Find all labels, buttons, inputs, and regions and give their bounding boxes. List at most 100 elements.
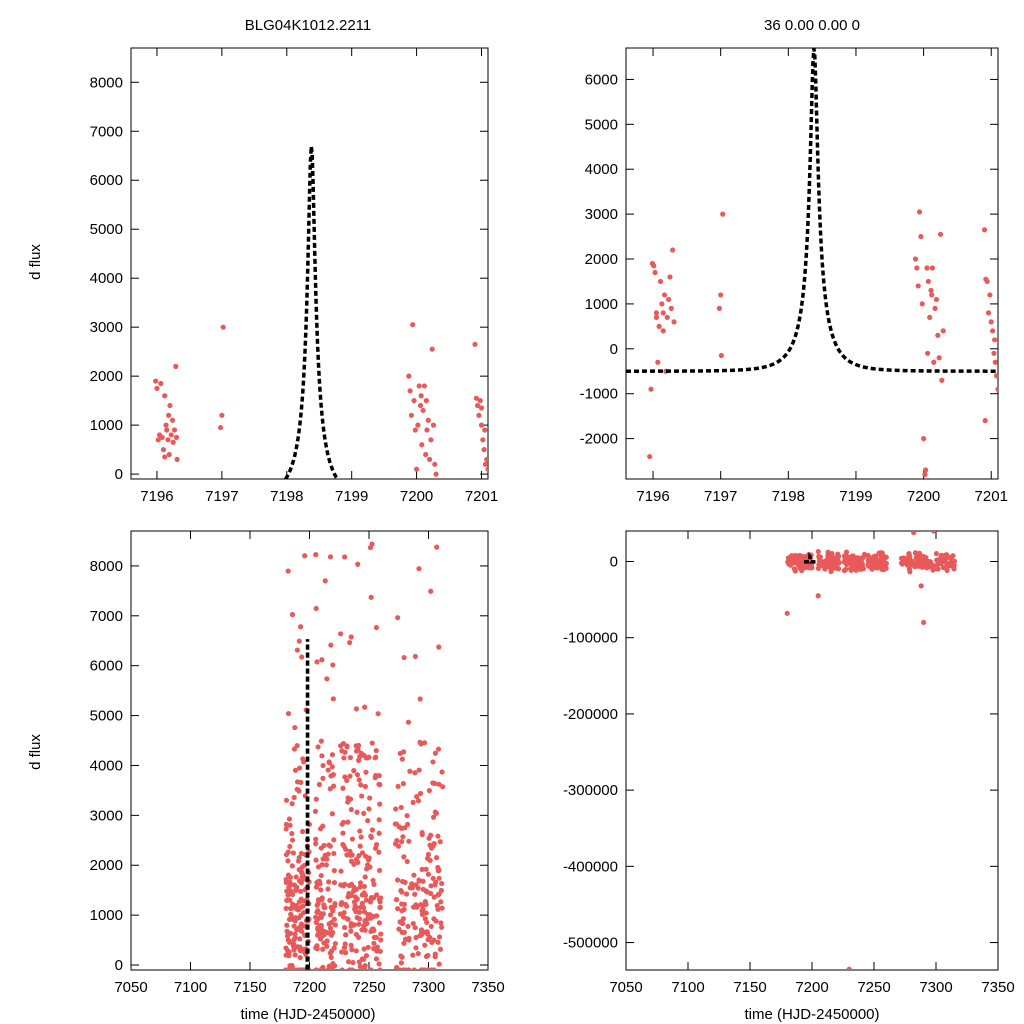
data-point (359, 793, 365, 799)
x-tick-label: 7197 (704, 488, 737, 505)
data-point (879, 566, 885, 573)
data-point (326, 879, 332, 885)
data-point (320, 856, 326, 862)
data-point (155, 437, 161, 443)
data-point (367, 544, 374, 551)
data-point (361, 883, 368, 890)
data-point (347, 848, 353, 854)
data-point (376, 849, 382, 855)
data-point (158, 380, 164, 387)
data-point (401, 854, 407, 860)
data-point (368, 594, 374, 600)
data-point (296, 765, 303, 771)
data-point (985, 310, 992, 316)
data-point (341, 944, 348, 951)
data-point (330, 908, 336, 914)
y-tick-label: 1000 (90, 907, 123, 924)
data-point (423, 451, 429, 458)
data-point (159, 434, 165, 440)
data-point (376, 773, 382, 779)
data-point (295, 967, 301, 970)
data-point (835, 553, 842, 559)
data-point (324, 856, 330, 862)
data-point (300, 910, 307, 916)
data-point (843, 549, 850, 555)
data-point (666, 296, 672, 303)
data-point (373, 747, 379, 754)
data-point (411, 398, 417, 404)
data-point (475, 402, 481, 409)
data-point (421, 740, 428, 746)
data-point (289, 891, 296, 897)
ylabel-top-left: d flux (27, 244, 44, 280)
data-point (648, 386, 654, 392)
data-point (416, 767, 422, 773)
data-point (331, 850, 337, 857)
data-point (372, 755, 378, 761)
data-point (899, 561, 905, 567)
data-point (398, 960, 405, 966)
data-point (318, 887, 324, 893)
data-point (931, 359, 937, 365)
data-point (355, 757, 362, 763)
data-point (325, 886, 331, 892)
data-point (347, 852, 353, 858)
data-point (671, 319, 677, 325)
data-point (720, 211, 726, 217)
data-point (981, 227, 988, 233)
data-point (354, 809, 360, 815)
data-point (330, 929, 336, 936)
data-point (283, 905, 289, 912)
xlabel-bottom-left: time (HJD-2450000) (240, 1006, 375, 1023)
data-point (342, 554, 348, 560)
y-tick-label: 4000 (90, 757, 123, 774)
y-tick-label: 0 (610, 553, 618, 570)
y-tick-label: -1000 (580, 386, 618, 403)
data-point (867, 562, 873, 569)
data-point (435, 892, 441, 898)
data-point (428, 437, 434, 443)
data-point (951, 562, 957, 568)
data-point (349, 967, 355, 970)
data-point (906, 551, 912, 557)
data-point (353, 748, 360, 754)
data-point (355, 934, 362, 940)
data-point (351, 768, 357, 774)
data-point (416, 566, 422, 572)
data-point (916, 209, 923, 215)
data-point (332, 940, 338, 947)
data-point (828, 568, 834, 575)
data-point (439, 769, 445, 775)
y-tick-label: 5000 (585, 116, 618, 133)
data-point (330, 772, 336, 778)
data-point (431, 894, 437, 900)
data-point (480, 437, 486, 443)
data-point (472, 341, 478, 347)
y-tick-label: 5000 (90, 221, 123, 238)
x-tick-label: 7199 (335, 488, 368, 505)
data-point (411, 872, 417, 878)
fit-params-title: 36 0.00 0.00 0 (764, 17, 860, 34)
data-point (349, 836, 356, 842)
data-point (418, 393, 424, 399)
data-point (154, 385, 160, 391)
data-point (347, 796, 354, 802)
data-point (477, 398, 483, 404)
data-point (428, 832, 434, 838)
data-point (667, 274, 673, 280)
data-point (343, 950, 349, 956)
data-point (358, 904, 364, 910)
data-point (327, 897, 333, 903)
data-point (417, 790, 424, 797)
plot-frame (625, 530, 999, 971)
data-point (918, 557, 925, 563)
data-point (438, 899, 444, 905)
data-point (296, 899, 302, 905)
data-point (318, 925, 324, 931)
data-point (376, 817, 382, 823)
data-point (331, 916, 337, 922)
data-point (664, 314, 670, 320)
data-point (314, 659, 320, 665)
data-point (319, 753, 325, 759)
data-point (922, 471, 928, 478)
